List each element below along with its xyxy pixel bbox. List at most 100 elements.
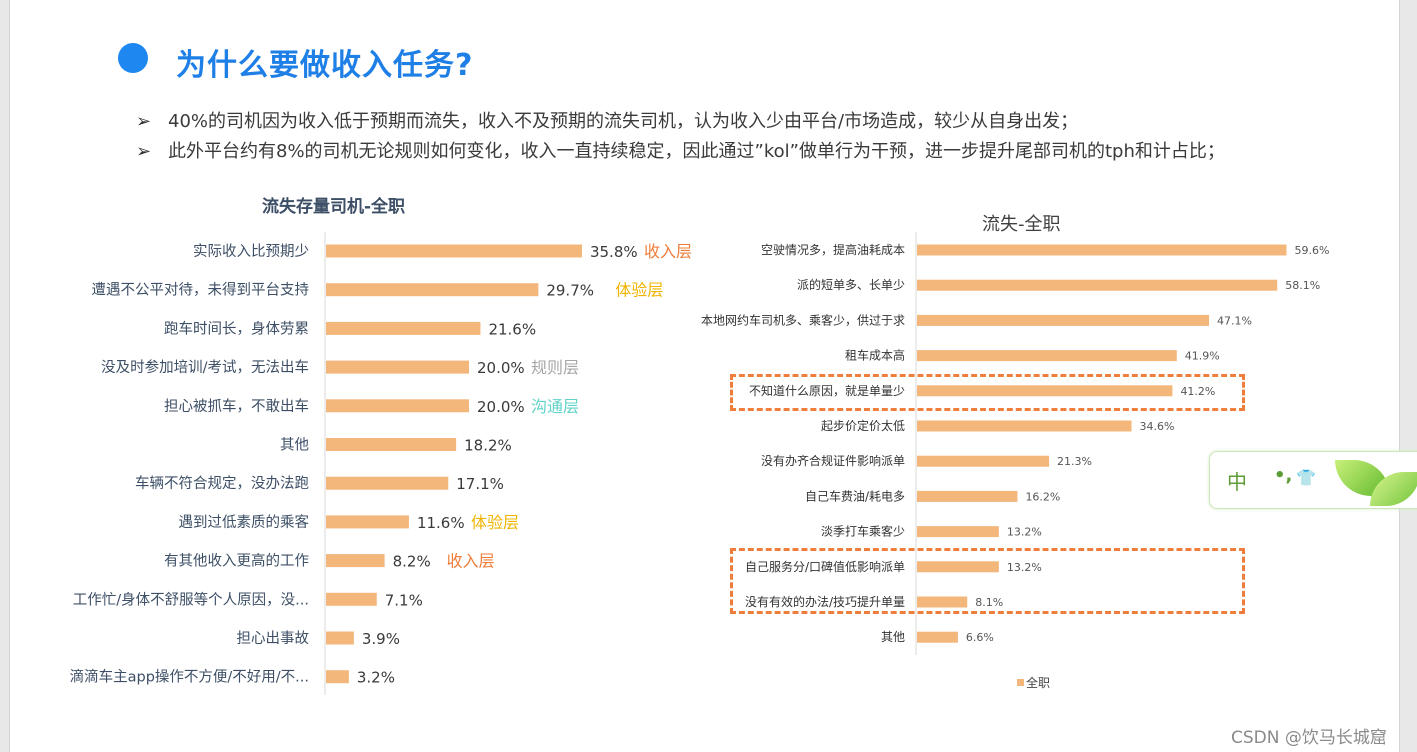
left-value-label: 29.7% bbox=[546, 282, 594, 300]
right-bar bbox=[917, 314, 1210, 326]
left-category-label: 遇到过低素质的乘客 bbox=[179, 514, 310, 531]
slide-title: 为什么要做收入任务? bbox=[176, 48, 474, 83]
left-bar bbox=[326, 438, 457, 451]
right-bar bbox=[917, 596, 968, 608]
right-bar bbox=[917, 420, 1132, 432]
left-category-label: 没及时参加培训/考试，无法出车 bbox=[101, 359, 309, 376]
right-value-label: 13.2% bbox=[1007, 526, 1042, 539]
left-value-label: 8.2% bbox=[393, 553, 431, 571]
left-value-label: 18.2% bbox=[464, 437, 512, 455]
left-category-label: 遭遇不公平对待，未得到平台支持 bbox=[92, 282, 310, 299]
arrow-bullet-icon: ➢ bbox=[136, 111, 152, 132]
left-value-label: 3.2% bbox=[357, 669, 395, 687]
right-value-label: 13.2% bbox=[1007, 561, 1042, 574]
left-bar bbox=[326, 476, 449, 490]
arrow-bullet-icon: ➢ bbox=[136, 141, 152, 162]
left-bar bbox=[326, 554, 385, 568]
right-bar bbox=[917, 561, 999, 573]
right-value-label: 59.6% bbox=[1295, 244, 1330, 257]
left-layer-tag: 体验层 bbox=[471, 513, 519, 532]
right-category-label: 自己车费油/耗电多 bbox=[805, 488, 905, 503]
left-chart-title: 流失存量司机-全职 bbox=[262, 197, 406, 217]
left-layer-tag: 沟通层 bbox=[531, 397, 579, 416]
left-category-label: 担心被抓车，不敢出车 bbox=[164, 398, 309, 415]
left-value-label: 35.8% bbox=[590, 243, 638, 261]
right-bar bbox=[917, 244, 1287, 256]
bullet-1: ➢ 40%的司机因为收入低于预期而流失，收入不及预期的流失司机，认为收入少由平台/… bbox=[136, 107, 1078, 133]
left-bar bbox=[326, 399, 469, 413]
left-category-label: 车辆不符合规定，没办法跑 bbox=[135, 475, 309, 492]
bullet-2-text: 此外平台约有8%的司机无论规则如何变化，收入一直持续稳定，因此通过”kol”做单… bbox=[168, 141, 1225, 162]
right-value-label: 34.6% bbox=[1140, 420, 1175, 433]
right-bar bbox=[917, 490, 1018, 502]
legend-label: 全职 bbox=[1026, 676, 1051, 690]
right-category-label: 空驶情况多，提高油耗成本 bbox=[761, 242, 905, 257]
left-bar bbox=[326, 592, 377, 606]
left-category-label: 工作忙/身体不舒服等个人原因，没... bbox=[73, 590, 309, 608]
right-category-label: 不知道什么原因，就是单量少 bbox=[749, 384, 905, 398]
right-value-label: 41.2% bbox=[1180, 385, 1215, 398]
right-value-label: 6.6% bbox=[966, 631, 994, 644]
ime-toolbar[interactable]: 中 •, 👕 bbox=[1209, 451, 1417, 509]
left-layer-tag: 体验层 bbox=[615, 281, 663, 300]
left-bar bbox=[326, 321, 481, 335]
right-value-label: 21.3% bbox=[1057, 455, 1092, 468]
left-category-label: 其他 bbox=[280, 437, 309, 454]
right-value-label: 16.2% bbox=[1025, 490, 1060, 503]
right-category-label: 本地网约车司机多、乘客少，供过于求 bbox=[701, 312, 905, 327]
left-category-label: 有其他收入更高的工作 bbox=[164, 553, 309, 570]
left-bar bbox=[326, 670, 349, 684]
title-bullet-dot bbox=[118, 43, 148, 73]
left-bar bbox=[326, 515, 409, 529]
left-value-label: 7.1% bbox=[385, 591, 423, 609]
left-bar bbox=[326, 360, 469, 374]
ime-language-toggle[interactable]: 中 bbox=[1227, 470, 1247, 494]
right-bar bbox=[917, 526, 999, 538]
right-value-label: 41.9% bbox=[1185, 350, 1220, 363]
left-category-label: 跑车时间长，身体劳累 bbox=[164, 320, 309, 337]
right-category-label: 起步价定价太低 bbox=[821, 418, 905, 433]
bullet-1-text: 40%的司机因为收入低于预期而流失，收入不及预期的流失司机，认为收入少由平台/市… bbox=[168, 111, 1079, 132]
left-bar bbox=[326, 244, 582, 258]
left-value-label: 20.0% bbox=[477, 398, 525, 416]
right-value-label: 8.1% bbox=[975, 596, 1003, 609]
left-bar bbox=[326, 631, 354, 645]
right-category-label: 没有办齐合规证件影响派单 bbox=[761, 453, 905, 468]
left-category-label: 担心出事故 bbox=[237, 630, 310, 647]
left-category-label: 滴滴车主app操作不方便/不好用/不... bbox=[70, 668, 309, 686]
right-category-label: 其他 bbox=[881, 630, 905, 644]
left-value-label: 17.1% bbox=[456, 475, 504, 493]
left-layer-tag: 规则层 bbox=[531, 358, 579, 377]
left-bar bbox=[326, 283, 539, 297]
legend-swatch bbox=[1017, 679, 1024, 686]
right-category-label: 没有有效的办法/技巧提升单量 bbox=[745, 594, 905, 609]
right-category-label: 自己服务分/口碑值低影响派单 bbox=[745, 559, 905, 574]
watermark: CSDN @饮马长城窟 bbox=[1231, 728, 1387, 748]
slide: 为什么要做收入任务? ➢ 40%的司机因为收入低于预期而流失，收入不及预期的流失司… bbox=[9, 0, 1400, 752]
left-value-label: 20.0% bbox=[477, 359, 525, 377]
ime-punctuation-icon[interactable]: •, bbox=[1274, 465, 1293, 486]
right-bar bbox=[917, 385, 1173, 397]
right-value-label: 47.1% bbox=[1217, 314, 1252, 327]
right-bar bbox=[917, 631, 958, 643]
right-category-label: 淡季打车乘客少 bbox=[821, 524, 905, 539]
left-layer-tag: 收入层 bbox=[447, 552, 495, 571]
left-value-label: 21.6% bbox=[488, 320, 536, 338]
left-layer-tag: 收入层 bbox=[644, 242, 692, 261]
left-value-label: 3.9% bbox=[362, 630, 400, 648]
right-value-label: 58.1% bbox=[1285, 279, 1320, 292]
left-value-label: 11.6% bbox=[417, 514, 465, 532]
ime-skin-icon[interactable]: 👕 bbox=[1296, 468, 1316, 487]
right-category-label: 派的短单多、长单少 bbox=[797, 277, 905, 292]
right-chart-legend: 全职 bbox=[1017, 674, 1050, 691]
right-bar bbox=[917, 350, 1177, 362]
right-category-label: 租车成本高 bbox=[845, 348, 905, 363]
right-bar bbox=[917, 279, 1278, 291]
highlight-box-self-service bbox=[730, 548, 1245, 614]
bullet-2: ➢ 此外平台约有8%的司机无论规则如何变化，收入一直持续稳定，因此通过”kol”做… bbox=[136, 137, 1225, 163]
highlight-box-unknown-reason bbox=[730, 374, 1245, 411]
right-chart-title: 流失-全职 bbox=[982, 214, 1061, 235]
left-category-label: 实际收入比预期少 bbox=[193, 243, 309, 260]
right-bar bbox=[917, 455, 1050, 467]
